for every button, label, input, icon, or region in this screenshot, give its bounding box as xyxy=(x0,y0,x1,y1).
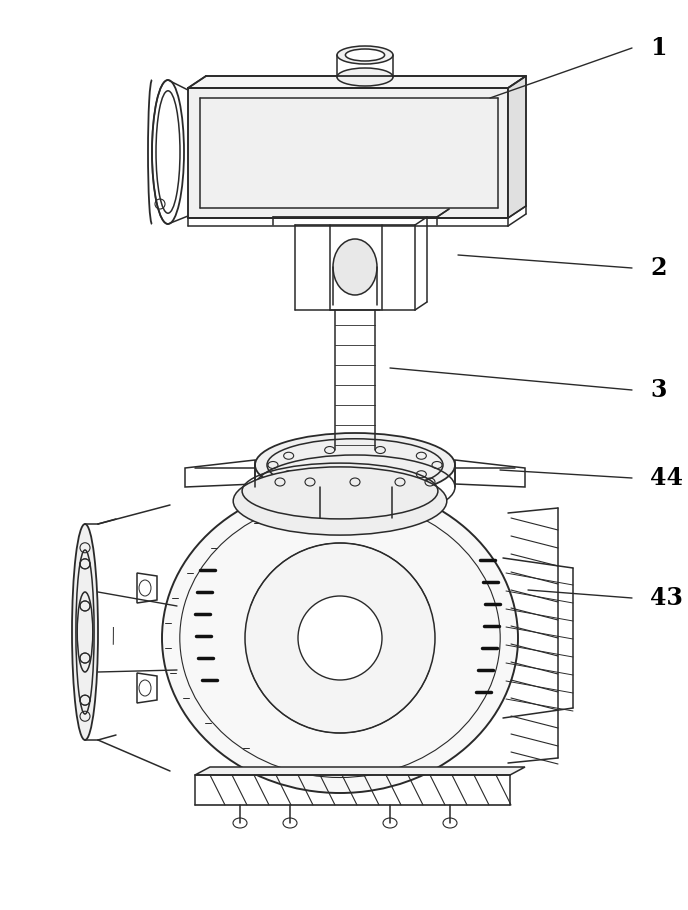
Text: 2: 2 xyxy=(650,256,667,280)
Ellipse shape xyxy=(345,49,385,61)
Ellipse shape xyxy=(255,433,455,497)
Ellipse shape xyxy=(337,46,393,64)
Circle shape xyxy=(245,543,435,733)
Text: 44: 44 xyxy=(650,466,683,490)
Text: 3: 3 xyxy=(650,378,667,402)
Polygon shape xyxy=(188,88,508,218)
Polygon shape xyxy=(188,76,526,88)
Polygon shape xyxy=(195,767,525,775)
Ellipse shape xyxy=(298,596,382,680)
Ellipse shape xyxy=(233,467,447,535)
Polygon shape xyxy=(508,76,526,218)
Ellipse shape xyxy=(162,483,518,793)
Text: 1: 1 xyxy=(650,36,667,60)
Ellipse shape xyxy=(335,443,375,457)
Ellipse shape xyxy=(72,524,98,740)
Text: 43: 43 xyxy=(650,586,683,610)
Ellipse shape xyxy=(337,68,393,86)
Ellipse shape xyxy=(333,239,377,295)
